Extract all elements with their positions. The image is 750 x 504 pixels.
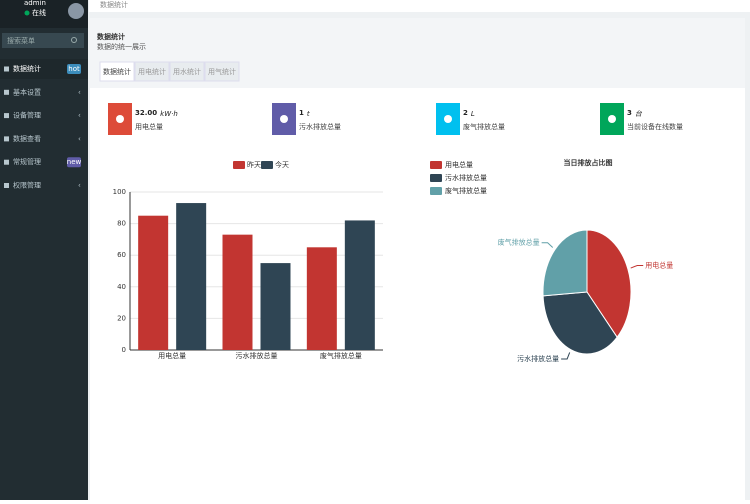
pie-label: 废气排放总量: [498, 238, 540, 247]
legend-label: 污水排放总量: [445, 173, 487, 182]
search-placeholder: 搜索菜单: [7, 36, 35, 45]
legend-label: 用电总量: [445, 160, 473, 169]
bar: [306, 247, 337, 350]
stat-label: 用电总量: [135, 122, 163, 131]
menu-icon: [4, 89, 9, 95]
y-tick-label: 100: [113, 188, 126, 196]
menu-badge-text: new: [67, 158, 82, 166]
status-dot: [24, 10, 30, 16]
stat-label: 污水排放总量: [299, 122, 341, 131]
pie-slice: [542, 229, 588, 297]
menu-icon: [4, 66, 9, 72]
x-tick-label: 污水排放总量: [236, 351, 278, 360]
stat-glyph: [444, 115, 452, 123]
stat-value: 32.00: [135, 109, 157, 117]
menu-item[interactable]: 常规管理: [13, 157, 41, 166]
stat-glyph: [608, 115, 616, 123]
bar: [176, 203, 207, 350]
pie-label: 污水排放总量: [517, 354, 559, 363]
menu-icon: [4, 113, 9, 119]
tab[interactable]: [134, 61, 170, 82]
user-status: 在线: [32, 8, 46, 17]
page-subtitle: 数据的统一展示: [97, 42, 146, 51]
menu-caret: ‹: [78, 135, 81, 143]
menu-badge: [67, 64, 81, 74]
tab-label: 数据统计: [103, 67, 131, 76]
menu-item[interactable]: 设备管理: [13, 111, 41, 120]
pie-slice: [586, 229, 632, 339]
menu-badge: [67, 157, 81, 168]
y-tick-label: 80: [117, 220, 126, 228]
tab-label: 用气统计: [208, 67, 236, 76]
sidebar: [0, 0, 88, 500]
stat-unit: kW·h: [160, 110, 178, 118]
stat-unit: L: [471, 110, 475, 118]
x-tick-label: 废气排放总量: [320, 351, 362, 360]
stat-label: 废气排放总量: [463, 122, 505, 131]
pie-leader: [541, 242, 554, 248]
search-icon: [71, 37, 77, 43]
tab-label: 用水统计: [173, 67, 201, 76]
menu-item[interactable]: 基本设置: [13, 87, 41, 96]
menu-icon: [4, 136, 9, 142]
bar: [260, 263, 291, 350]
y-tick-label: 0: [122, 346, 126, 354]
legend-label: 废气排放总量: [445, 186, 487, 195]
page-title: 数据统计: [97, 32, 125, 41]
menu-item[interactable]: 数据查看: [13, 134, 41, 143]
menu-item[interactable]: 权限管理: [13, 181, 41, 190]
menu-badge-text: hot: [68, 65, 80, 73]
stat-glyph: [116, 115, 124, 123]
legend-swatch: [430, 161, 442, 169]
legend-swatch: [430, 174, 442, 182]
legend-swatch: [261, 161, 273, 169]
menu-caret: ‹: [78, 182, 81, 190]
user-name: admin: [24, 0, 46, 7]
pie-leader: [561, 352, 571, 360]
stat-unit: t: [307, 110, 310, 118]
search-box[interactable]: [2, 33, 84, 48]
legend-label: 昨天: [247, 160, 261, 169]
pie-slice: [542, 291, 618, 355]
menu-icon: [4, 183, 9, 188]
y-tick-label: 20: [117, 314, 126, 322]
legend-swatch: [233, 161, 245, 169]
pie-title: 当日排放占比图: [564, 158, 613, 167]
stat-label: 当前设备在线数量: [627, 122, 683, 131]
tab-label: 用电统计: [138, 67, 166, 76]
stat-value: 3: [627, 109, 632, 117]
y-tick-label: 40: [117, 283, 126, 291]
y-tick-label: 60: [117, 251, 126, 259]
menu-icon: [4, 159, 9, 165]
bar: [138, 215, 169, 350]
avatar: [68, 3, 84, 19]
stat-unit: 台: [635, 110, 643, 118]
menu-item[interactable]: 数据统计: [13, 64, 41, 73]
menu-caret: ‹: [78, 88, 81, 96]
menu-caret: ‹: [78, 112, 81, 120]
legend-swatch: [430, 187, 442, 195]
bar: [222, 234, 253, 350]
legend-label: 今天: [275, 160, 289, 169]
top-bar: [89, 0, 750, 12]
stat-value: 1: [299, 109, 304, 117]
tab[interactable]: [99, 61, 135, 82]
bar: [344, 220, 375, 350]
breadcrumb: 数据统计: [100, 0, 128, 9]
pie-leader: [630, 264, 644, 269]
tab[interactable]: [204, 61, 240, 82]
stat-glyph: [280, 115, 288, 123]
tab[interactable]: [169, 61, 205, 82]
x-tick-label: 用电总量: [158, 351, 186, 360]
pie-label: 用电总量: [645, 260, 673, 269]
stat-value: 2: [463, 109, 468, 117]
menu-active: [0, 59, 88, 79]
